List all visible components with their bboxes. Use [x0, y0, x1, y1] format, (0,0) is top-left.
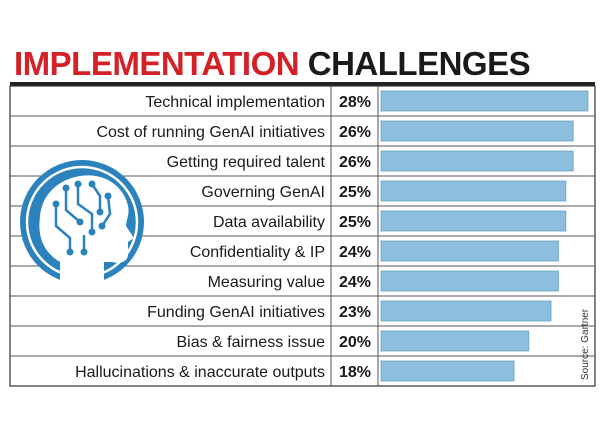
category-label: Funding GenAI initiatives [147, 304, 325, 321]
bar [380, 360, 515, 382]
category-label: Governing GenAI [201, 184, 325, 201]
category-label: Hallucinations & inaccurate outputs [75, 364, 325, 381]
value-label: 18% [339, 364, 371, 381]
category-label: Cost of running GenAI initiatives [96, 124, 325, 141]
chart-title: IMPLEMENTATION CHALLENGES [14, 44, 531, 84]
bar [380, 240, 559, 262]
value-label: 23% [339, 304, 371, 321]
bar [380, 120, 574, 142]
title-part-red: IMPLEMENTATION [14, 45, 300, 82]
category-label: Technical implementation [145, 94, 325, 111]
value-label: 20% [339, 334, 371, 351]
title-rule [10, 82, 595, 86]
value-label: 25% [339, 184, 371, 201]
value-label: 25% [339, 214, 371, 231]
value-label: 28% [339, 94, 371, 111]
bar [380, 210, 567, 232]
category-label: Bias & fairness issue [176, 334, 325, 351]
bar [380, 180, 567, 202]
category-label: Confidentiality & IP [190, 244, 325, 261]
category-label: Getting required talent [167, 154, 326, 171]
title-part-black: CHALLENGES [307, 45, 531, 82]
bar [380, 150, 574, 172]
category-label: Data availability [213, 214, 325, 231]
bar [380, 300, 552, 322]
category-label: Measuring value [208, 274, 326, 291]
brain-circuit-head-icon [20, 160, 144, 285]
source-note: Source: Gartner [580, 308, 591, 380]
value-label: 26% [339, 154, 371, 171]
value-label: 24% [339, 244, 371, 261]
bar [380, 90, 589, 112]
bar [380, 330, 530, 352]
bar [380, 270, 559, 292]
value-label: 24% [339, 274, 371, 291]
value-label: 26% [339, 124, 371, 141]
